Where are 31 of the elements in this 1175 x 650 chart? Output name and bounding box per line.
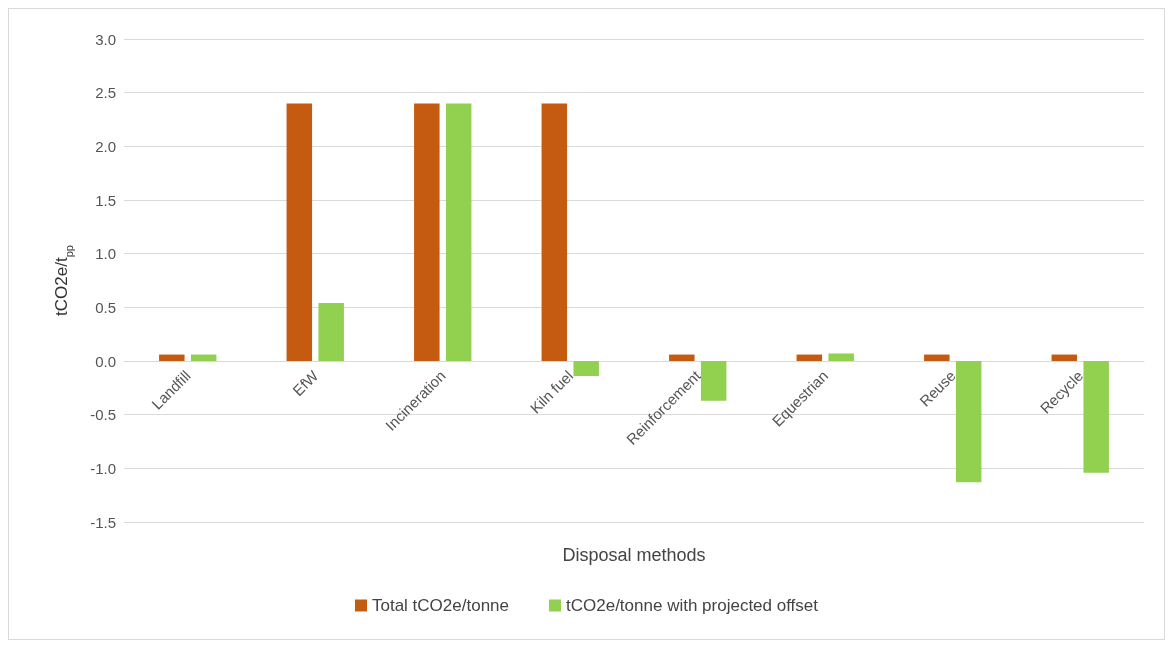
y-tick-label: -1.0 bbox=[90, 459, 116, 477]
bar bbox=[796, 354, 823, 361]
bar bbox=[1051, 354, 1078, 361]
y-tick-label: 2.5 bbox=[95, 84, 116, 102]
y-tick-label: 1.0 bbox=[95, 245, 116, 263]
y-tick-label: 2.0 bbox=[95, 137, 116, 155]
y-tick-label: 1.5 bbox=[95, 191, 116, 209]
bar bbox=[669, 354, 695, 361]
legend-label: Total tCO2e/tonne bbox=[371, 596, 510, 615]
bar bbox=[445, 103, 472, 361]
bar bbox=[1083, 361, 1109, 473]
y-tick-label: 0.5 bbox=[95, 298, 116, 316]
bar bbox=[573, 361, 599, 377]
bar bbox=[700, 361, 727, 401]
bar bbox=[190, 354, 217, 361]
bar bbox=[541, 103, 568, 361]
y-tick-label: 0.0 bbox=[95, 352, 116, 370]
bar bbox=[955, 361, 982, 483]
y-axis-title: tCO2e/tpp bbox=[51, 245, 75, 316]
legend-label: tCO2e/tonne with projected offset bbox=[566, 596, 819, 615]
bar bbox=[318, 303, 344, 361]
bar bbox=[414, 103, 440, 361]
y-tick-label: -0.5 bbox=[90, 406, 116, 424]
bar bbox=[924, 354, 950, 361]
bar bbox=[286, 103, 313, 361]
y-tick-label: -1.5 bbox=[90, 513, 116, 531]
y-tick-label: 3.0 bbox=[95, 30, 116, 48]
x-tick-label: Kiln fuel bbox=[526, 366, 577, 417]
bar bbox=[159, 354, 185, 361]
bar bbox=[828, 353, 854, 361]
x-axis-title: Disposal methods bbox=[562, 545, 706, 565]
